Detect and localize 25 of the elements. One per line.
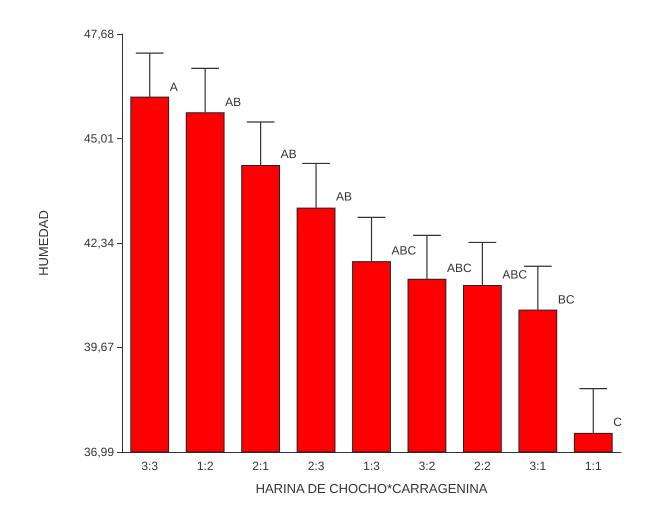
x-tick-label: 3:1 — [529, 459, 546, 473]
annotation: C — [613, 414, 622, 429]
x-tick-label: 1:2 — [196, 459, 214, 473]
x-tick-label: 2:1 — [252, 459, 270, 473]
x-tick-label: 3:3 — [141, 459, 158, 473]
x-tick-label: 1:1 — [584, 459, 602, 473]
x-tick-label: 3:2 — [418, 459, 436, 473]
x-tick-label: 1:3 — [363, 459, 380, 473]
annotation: AB — [280, 147, 297, 162]
x-axis-title: HARINA DE CHOCHO*CARRAGENINA — [256, 481, 488, 496]
y-tick-label: 42,34 — [84, 236, 114, 250]
y-tick-label: 39,67 — [84, 340, 114, 354]
x-tick-label: 2:3 — [308, 459, 325, 473]
annotation: ABC — [446, 260, 472, 275]
y-tick-label: 47,68 — [84, 27, 114, 41]
y-tick-label: 45,01 — [84, 131, 114, 146]
y-tick-label: 36,99 — [84, 445, 114, 459]
annotation: BC — [558, 292, 575, 306]
annotation: ABC — [502, 267, 528, 282]
x-tick-label: 2:2 — [474, 459, 492, 473]
annotation: ABC — [392, 244, 417, 258]
annotation: AB — [336, 190, 352, 204]
annotation: A — [170, 80, 178, 94]
y-axis-title: HUMEDAD — [36, 210, 51, 276]
annotation: AB — [225, 95, 242, 110]
